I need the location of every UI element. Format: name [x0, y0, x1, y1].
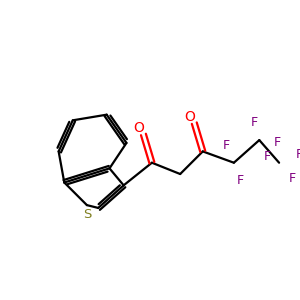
Text: S: S [83, 208, 92, 221]
Text: F: F [273, 136, 280, 149]
Text: F: F [222, 139, 230, 152]
Text: F: F [264, 150, 271, 163]
Text: F: F [296, 148, 300, 161]
Text: F: F [236, 174, 244, 187]
Text: O: O [133, 121, 144, 135]
Text: F: F [251, 116, 258, 129]
Text: O: O [184, 110, 195, 124]
Text: F: F [289, 172, 296, 185]
